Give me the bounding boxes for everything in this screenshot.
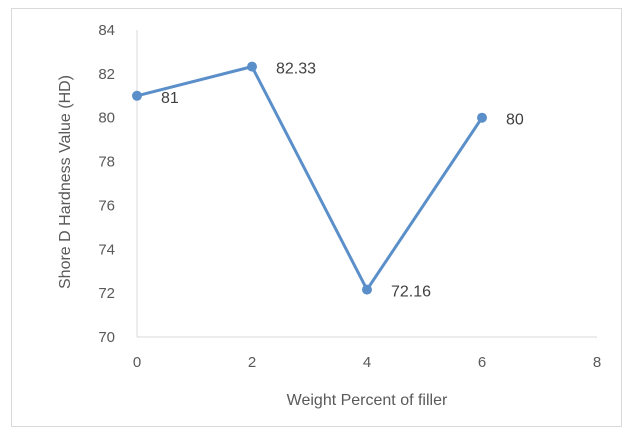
data-point bbox=[247, 61, 257, 72]
axes bbox=[136, 30, 597, 338]
y-tick-label: 76 bbox=[98, 197, 115, 214]
y-tick-label: 80 bbox=[98, 110, 115, 127]
y-tick-label: 72 bbox=[98, 285, 115, 302]
data-label: 72.16 bbox=[391, 284, 431, 301]
data-label: 82.33 bbox=[276, 61, 316, 78]
x-tick-label: 0 bbox=[133, 354, 141, 371]
y-tick-label: 82 bbox=[98, 66, 115, 83]
y-tick-label: 78 bbox=[98, 154, 115, 171]
data-point bbox=[132, 90, 142, 101]
data-label: 80 bbox=[506, 112, 524, 129]
chart-frame bbox=[11, 8, 622, 427]
y-tick-label: 74 bbox=[98, 241, 115, 258]
data-point bbox=[477, 112, 487, 123]
y-axis-title: Shore D Hardness Value (HD) bbox=[57, 75, 74, 289]
data-label: 81 bbox=[161, 90, 179, 107]
series-layer bbox=[132, 61, 487, 295]
y-tick-label: 84 bbox=[98, 22, 115, 39]
y-tick-label: 70 bbox=[98, 329, 115, 346]
x-tick-label: 8 bbox=[593, 354, 601, 371]
x-tick-label: 4 bbox=[363, 354, 371, 371]
data-labels: 81 82.33 72.16 80 bbox=[161, 61, 524, 301]
tick-labels: 70 72 74 76 78 80 82 84 0 2 4 6 8 bbox=[98, 22, 601, 371]
series-line bbox=[136, 65, 484, 292]
x-tick-label: 2 bbox=[248, 354, 256, 371]
x-tick-label: 6 bbox=[478, 354, 486, 371]
x-axis-title: Weight Percent of filler bbox=[287, 392, 448, 409]
data-point bbox=[362, 284, 372, 295]
